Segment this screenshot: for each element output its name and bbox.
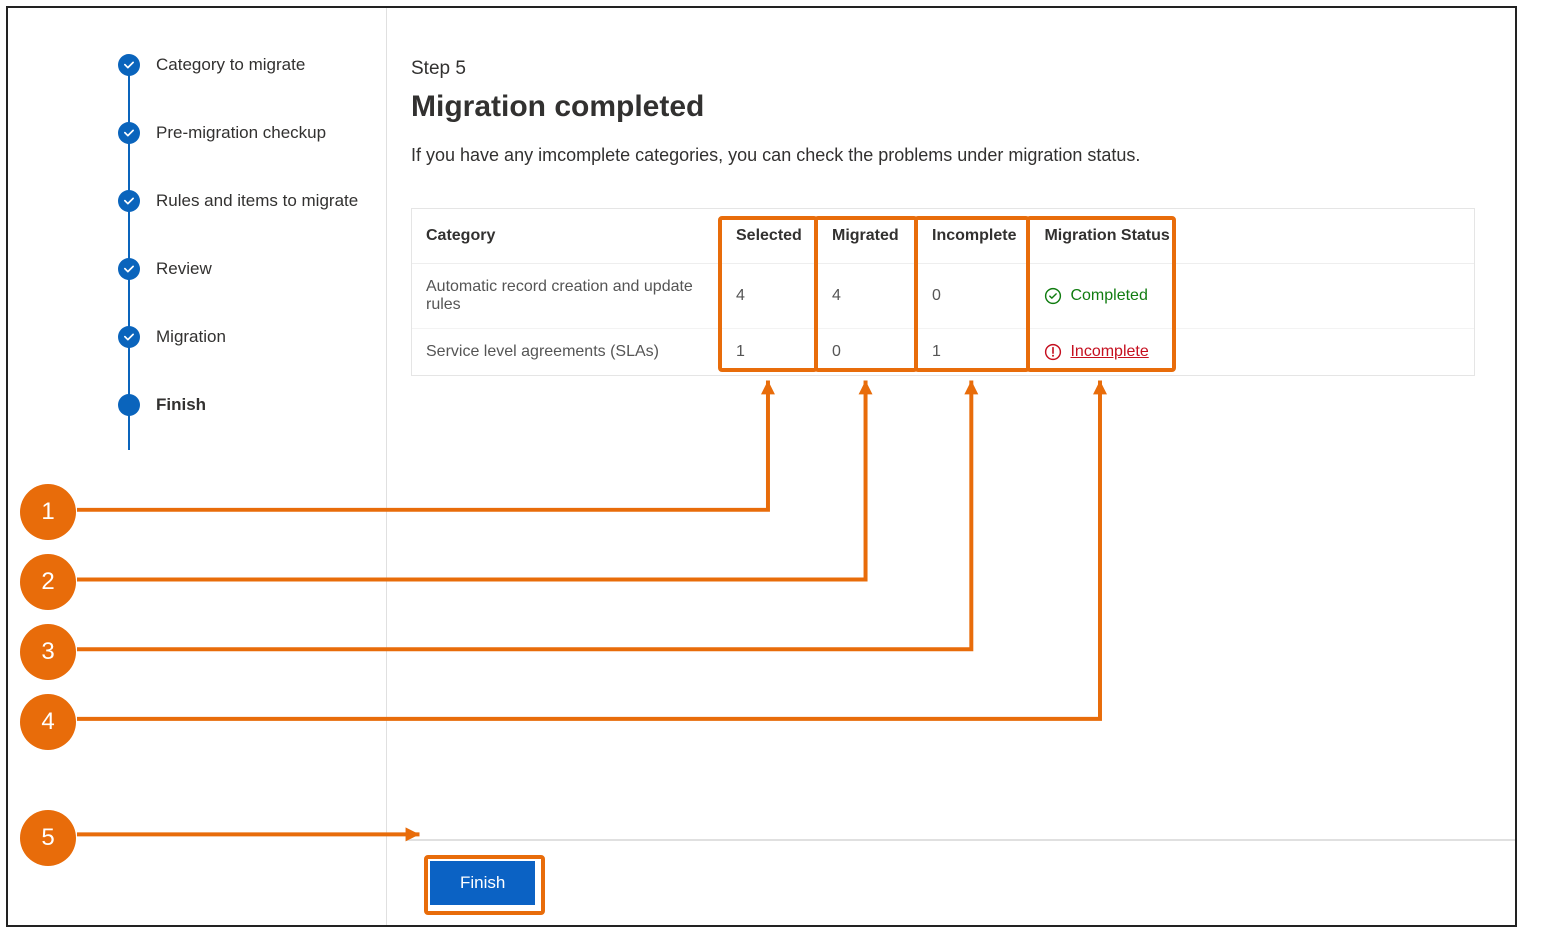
status-incomplete[interactable]: Incomplete — [1044, 343, 1460, 361]
page-title: Migration completed — [411, 90, 1475, 124]
status-completed: Completed — [1044, 287, 1460, 305]
col-incomplete-header: Incomplete — [918, 209, 1030, 264]
step-list: Category to migrate Pre-migration checku… — [118, 54, 361, 416]
callout-5: 5 — [20, 810, 76, 866]
cell-selected: 4 — [722, 264, 818, 329]
check-circle-icon — [1044, 287, 1062, 305]
callout-1: 1 — [20, 484, 76, 540]
wizard-sidebar: Category to migrate Pre-migration checku… — [8, 8, 386, 925]
check-icon — [118, 258, 140, 280]
wizard-step-migration[interactable]: Migration — [118, 326, 361, 348]
content-row: Category to migrate Pre-migration checku… — [8, 8, 1515, 925]
table-row: Automatic record creation and update rul… — [412, 264, 1474, 329]
wizard-step-rules[interactable]: Rules and items to migrate — [118, 190, 361, 212]
wizard-step-label: Rules and items to migrate — [156, 191, 358, 211]
cell-migrated: 4 — [818, 264, 918, 329]
cell-status: Completed — [1030, 264, 1474, 329]
callout-2: 2 — [20, 554, 76, 610]
main-panel: Step 5 Migration completed If you have a… — [386, 8, 1515, 925]
page-description: If you have any imcomplete categories, y… — [411, 142, 1191, 168]
cell-category: Automatic record creation and update rul… — [412, 264, 722, 329]
wizard-step-checkup[interactable]: Pre-migration checkup — [118, 122, 361, 144]
results-table-wrap: Category Selected Migrated Incomplete Mi… — [411, 208, 1475, 376]
results-table: Category Selected Migrated Incomplete Mi… — [412, 209, 1474, 375]
step-kicker: Step 5 — [411, 58, 1475, 80]
table-header-row: Category Selected Migrated Incomplete Mi… — [412, 209, 1474, 264]
check-icon — [118, 190, 140, 212]
wizard-step-category[interactable]: Category to migrate — [118, 54, 361, 76]
col-migrated-header: Migrated — [818, 209, 918, 264]
wizard-step-finish[interactable]: Finish — [118, 394, 361, 416]
cell-selected: 1 — [722, 329, 818, 376]
callout-3: 3 — [20, 624, 76, 680]
finish-button[interactable]: Finish — [430, 861, 535, 905]
cell-status[interactable]: Incomplete — [1030, 329, 1474, 376]
cell-category: Service level agreements (SLAs) — [412, 329, 722, 376]
status-text[interactable]: Incomplete — [1070, 343, 1148, 361]
wizard-step-label: Finish — [156, 395, 206, 415]
wizard-step-label: Migration — [156, 327, 226, 347]
col-category-header: Category — [412, 209, 722, 264]
check-icon — [118, 54, 140, 76]
wizard-step-review[interactable]: Review — [118, 258, 361, 280]
wizard-step-label: Review — [156, 259, 212, 279]
wizard-step-label: Category to migrate — [156, 55, 305, 75]
col-status-header: Migration Status — [1030, 209, 1474, 264]
alert-icon — [1044, 343, 1062, 361]
cell-migrated: 0 — [818, 329, 918, 376]
status-text: Completed — [1070, 287, 1147, 305]
wizard-footer: Finish — [406, 839, 1515, 925]
table-row: Service level agreements (SLAs) 1 0 1 In… — [412, 329, 1474, 376]
callout-4: 4 — [20, 694, 76, 750]
col-selected-header: Selected — [722, 209, 818, 264]
check-icon — [118, 122, 140, 144]
app-frame: Category to migrate Pre-migration checku… — [6, 6, 1517, 927]
wizard-step-label: Pre-migration checkup — [156, 123, 326, 143]
cell-incomplete: 1 — [918, 329, 1030, 376]
cell-incomplete: 0 — [918, 264, 1030, 329]
current-step-icon — [118, 394, 140, 416]
check-icon — [118, 326, 140, 348]
